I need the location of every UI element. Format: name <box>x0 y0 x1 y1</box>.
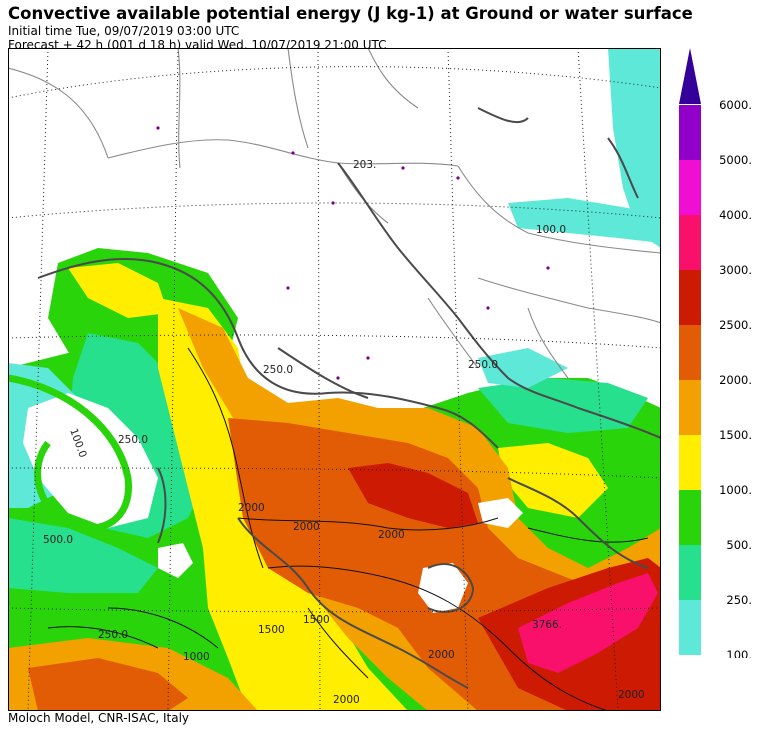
cape-band-3000 <box>518 573 658 673</box>
cape-band-1000 <box>158 298 408 711</box>
legend-swatch <box>679 380 701 435</box>
contour-label: 250.0 <box>468 359 498 371</box>
forecast-valid-time: Forecast + 42 h (001 d 18 h) valid Wed, … <box>8 37 387 52</box>
initial-time: Initial time Tue, 09/07/2019 03:00 UTC <box>8 23 240 38</box>
cape-band-1000-east <box>498 443 608 518</box>
coastlines <box>37 107 661 689</box>
legend-label: 3000. <box>719 263 752 277</box>
contour-label: 203. <box>353 159 376 171</box>
cape-contours <box>47 347 649 711</box>
legend-label: 1500. <box>719 428 752 442</box>
cape-band-2500 <box>348 463 478 528</box>
cape-map: 203. 100.0 250.0 250.0 100.0 250.0 2000 … <box>8 48 661 711</box>
legend-swatch <box>679 215 701 270</box>
cape-band-250-b <box>8 518 158 593</box>
cape-band-2000-south <box>28 658 188 711</box>
legend-swatch <box>679 435 701 490</box>
contour-label: 2000 <box>293 521 320 533</box>
legend-label: 4000. <box>719 208 752 222</box>
legend-label: 1000. <box>719 483 752 497</box>
contour-label: 2000 <box>333 694 360 706</box>
no-cape-west-hole <box>23 393 158 528</box>
contour-label: 1500 <box>303 614 330 626</box>
contour-label: 2000 <box>618 689 645 701</box>
cape-band-250-c <box>478 378 648 433</box>
legend-swatch <box>679 600 701 655</box>
legend-arrow <box>679 48 701 104</box>
legend-swatch <box>679 545 701 600</box>
cape-dots <box>156 126 550 380</box>
contour-label: 250.0 <box>263 364 293 376</box>
color-scale-legend: 100. 250. 500. 1000. 1500. 2000. 2500. 3000. 400… <box>679 48 752 658</box>
map-header: Convective available potential energy (J… <box>8 4 693 52</box>
legend-label: 2500. <box>719 318 752 332</box>
cape-band-100-d <box>478 348 568 388</box>
island-a <box>418 563 468 613</box>
contour-label: 2000 <box>428 649 455 661</box>
cape-band-1000-nw <box>68 263 168 318</box>
cape-band-100-b <box>608 48 661 248</box>
contour-label: 1500 <box>258 624 285 636</box>
legend-swatch <box>679 105 701 160</box>
map-title: Convective available potential energy (J… <box>8 4 693 23</box>
island-c <box>158 543 193 578</box>
legend-label: 250. <box>726 593 752 607</box>
contour-label: 2000 <box>238 502 265 514</box>
graticule <box>8 48 661 711</box>
legend-label: 6000. <box>719 98 752 112</box>
cape-band-100-c <box>508 198 661 243</box>
cape-swirl <box>8 374 133 532</box>
legend-swatch <box>679 490 701 545</box>
contour-label: 100.0 <box>536 224 566 236</box>
contour-label: 250.0 <box>118 434 148 446</box>
contour-label: 1000 <box>183 651 210 663</box>
legend-swatch <box>679 160 701 215</box>
map-frame <box>8 48 661 711</box>
model-credit: Moloch Model, CNR-ISAC, Italy <box>8 711 190 725</box>
contour-label: 250.0 <box>98 629 128 641</box>
legend-label: 2000. <box>719 373 752 387</box>
contour-label: 500.0 <box>43 534 73 546</box>
legend-swatch <box>679 270 701 325</box>
legend-label: 100. <box>726 648 752 658</box>
contour-label: 3766. <box>532 619 562 631</box>
legend-label: 5000. <box>719 153 752 167</box>
contour-label: 2000 <box>378 529 405 541</box>
legend-labels: 100. 250. 500. 1000. 1500. 2000. 2500. 3000. 400… <box>719 98 752 658</box>
cape-shading <box>8 48 661 711</box>
legend-swatch <box>679 325 701 380</box>
legend-label: 500. <box>726 538 752 552</box>
legend-swatches <box>679 105 701 655</box>
